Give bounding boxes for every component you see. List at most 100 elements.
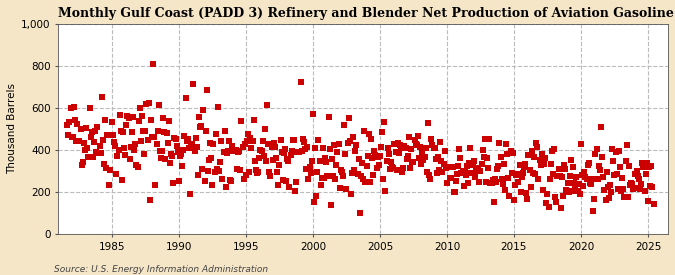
Point xyxy=(119,146,130,150)
Point xyxy=(91,150,102,155)
Point xyxy=(354,211,365,215)
Point xyxy=(279,147,290,151)
Point xyxy=(66,135,77,139)
Point xyxy=(240,142,250,146)
Point xyxy=(486,181,497,185)
Point xyxy=(644,164,655,169)
Point xyxy=(74,139,85,143)
Point xyxy=(512,172,522,177)
Point xyxy=(453,164,464,169)
Point xyxy=(199,179,210,183)
Point xyxy=(429,145,440,150)
Point xyxy=(615,164,626,169)
Point xyxy=(63,133,74,138)
Point xyxy=(75,127,86,131)
Point xyxy=(315,183,326,187)
Point xyxy=(102,132,113,137)
Point xyxy=(500,188,510,192)
Point xyxy=(84,106,95,111)
Point xyxy=(438,161,449,166)
Point xyxy=(472,169,483,173)
Point xyxy=(396,145,406,150)
Point xyxy=(223,139,234,144)
Point xyxy=(541,201,551,205)
Point xyxy=(121,123,132,128)
Point xyxy=(474,180,485,185)
Point xyxy=(617,176,628,180)
Point xyxy=(158,116,169,120)
Point xyxy=(295,79,306,84)
Point xyxy=(290,189,300,194)
Point xyxy=(503,176,514,180)
Point xyxy=(340,152,351,156)
Point xyxy=(153,129,163,133)
Point xyxy=(411,142,422,147)
Point xyxy=(301,167,312,171)
Point xyxy=(364,180,375,185)
Point xyxy=(359,129,370,133)
Point xyxy=(88,140,99,144)
Point xyxy=(190,136,201,140)
Point xyxy=(542,192,553,196)
Point xyxy=(624,164,634,169)
Point xyxy=(332,150,343,154)
Point xyxy=(312,170,323,175)
Point xyxy=(62,123,73,127)
Point xyxy=(370,153,381,157)
Point xyxy=(136,114,147,119)
Point xyxy=(305,170,316,175)
Point xyxy=(216,139,227,143)
Point xyxy=(583,163,593,168)
Point xyxy=(105,133,116,137)
Point xyxy=(610,150,621,154)
Point xyxy=(208,142,219,146)
Point xyxy=(130,142,140,146)
Point xyxy=(599,188,610,192)
Point xyxy=(238,177,249,181)
Point xyxy=(514,163,525,167)
Point xyxy=(306,159,317,163)
Point xyxy=(605,190,616,194)
Point xyxy=(389,142,400,146)
Point xyxy=(248,118,259,123)
Point xyxy=(608,159,619,163)
Point xyxy=(360,180,371,185)
Point xyxy=(143,101,154,105)
Point xyxy=(560,167,570,172)
Point xyxy=(107,133,118,138)
Point xyxy=(234,148,244,153)
Point xyxy=(600,198,611,203)
Point xyxy=(406,147,416,151)
Point xyxy=(159,130,169,134)
Point xyxy=(535,163,546,167)
Point xyxy=(624,183,635,188)
Point xyxy=(64,120,75,124)
Point xyxy=(323,115,334,120)
Point xyxy=(254,155,265,160)
Point xyxy=(252,169,263,174)
Point xyxy=(379,120,389,125)
Point xyxy=(612,172,622,176)
Point xyxy=(275,138,286,142)
Point xyxy=(269,145,280,149)
Point xyxy=(498,161,509,166)
Point xyxy=(95,151,106,155)
Point xyxy=(574,192,585,196)
Point xyxy=(643,199,653,204)
Point xyxy=(149,135,160,139)
Point xyxy=(157,149,167,153)
Point xyxy=(188,81,199,86)
Point xyxy=(182,139,192,144)
Point xyxy=(421,146,431,150)
Point xyxy=(274,163,285,167)
Point xyxy=(194,125,205,129)
Point xyxy=(122,113,133,118)
Point xyxy=(351,143,362,147)
Point xyxy=(592,177,603,181)
Point xyxy=(204,158,215,162)
Point xyxy=(230,149,240,154)
Point xyxy=(504,194,515,198)
Point xyxy=(414,156,425,160)
Point xyxy=(294,150,305,154)
Point xyxy=(273,183,284,187)
